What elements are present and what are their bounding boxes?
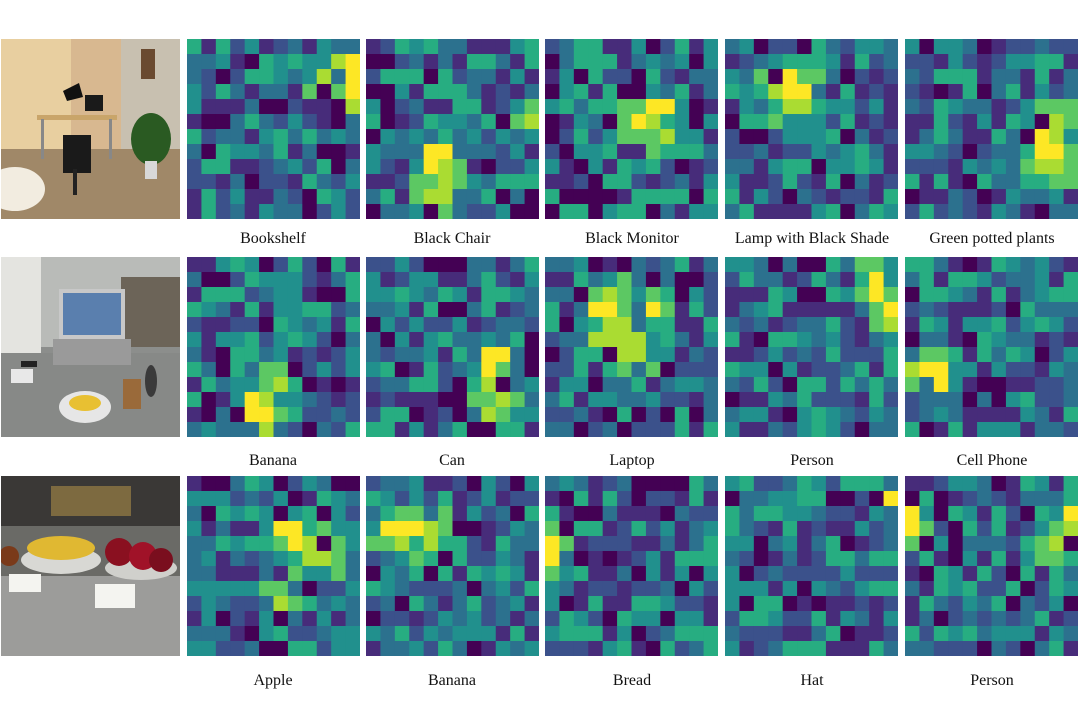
- caption-r0-c0: Bookshelf: [240, 230, 306, 247]
- caption-r0-c4: Green potted plants: [929, 230, 1055, 247]
- photo-kitchen-scene: [1, 476, 180, 656]
- photo-office-scene: [1, 39, 180, 219]
- caption-r2-c4: Person: [970, 672, 1014, 689]
- heatmap-r2-c2: [545, 476, 718, 656]
- caption-r1-c2: Laptop: [609, 452, 655, 469]
- photo-desk-scene: [1, 257, 180, 437]
- caption-r2-c1: Banana: [428, 672, 476, 689]
- caption-r0-c1: Black Chair: [413, 230, 491, 247]
- caption-r1-c3: Person: [790, 452, 834, 469]
- caption-r0-c3: Lamp with Black Shade: [734, 230, 890, 247]
- heatmap-r0-c2: [545, 39, 718, 219]
- heatmap-r1-c0: [187, 257, 360, 437]
- heatmap-r0-c0: [187, 39, 360, 219]
- caption-r0-c2: Black Monitor: [585, 230, 679, 247]
- heatmap-r2-c4: [905, 476, 1078, 656]
- heatmap-r1-c2: [545, 257, 718, 437]
- caption-r2-c0: Apple: [253, 672, 293, 689]
- caption-r1-c0: Banana: [249, 452, 297, 469]
- caption-r2-c3: Hat: [800, 672, 824, 689]
- heatmap-r0-c4: [905, 39, 1078, 219]
- heatmap-r1-c1: [366, 257, 539, 437]
- heatmap-r0-c3: [725, 39, 898, 219]
- heatmap-r2-c3: [725, 476, 898, 656]
- caption-r1-c1: Can: [439, 452, 465, 469]
- heatmap-r0-c1: [366, 39, 539, 219]
- heatmap-r2-c1: [366, 476, 539, 656]
- heatmap-r1-c3: [725, 257, 898, 437]
- heatmap-r2-c0: [187, 476, 360, 656]
- heatmap-r1-c4: [905, 257, 1078, 437]
- caption-r1-c4: Cell Phone: [956, 452, 1028, 469]
- caption-r2-c2: Bread: [612, 672, 652, 689]
